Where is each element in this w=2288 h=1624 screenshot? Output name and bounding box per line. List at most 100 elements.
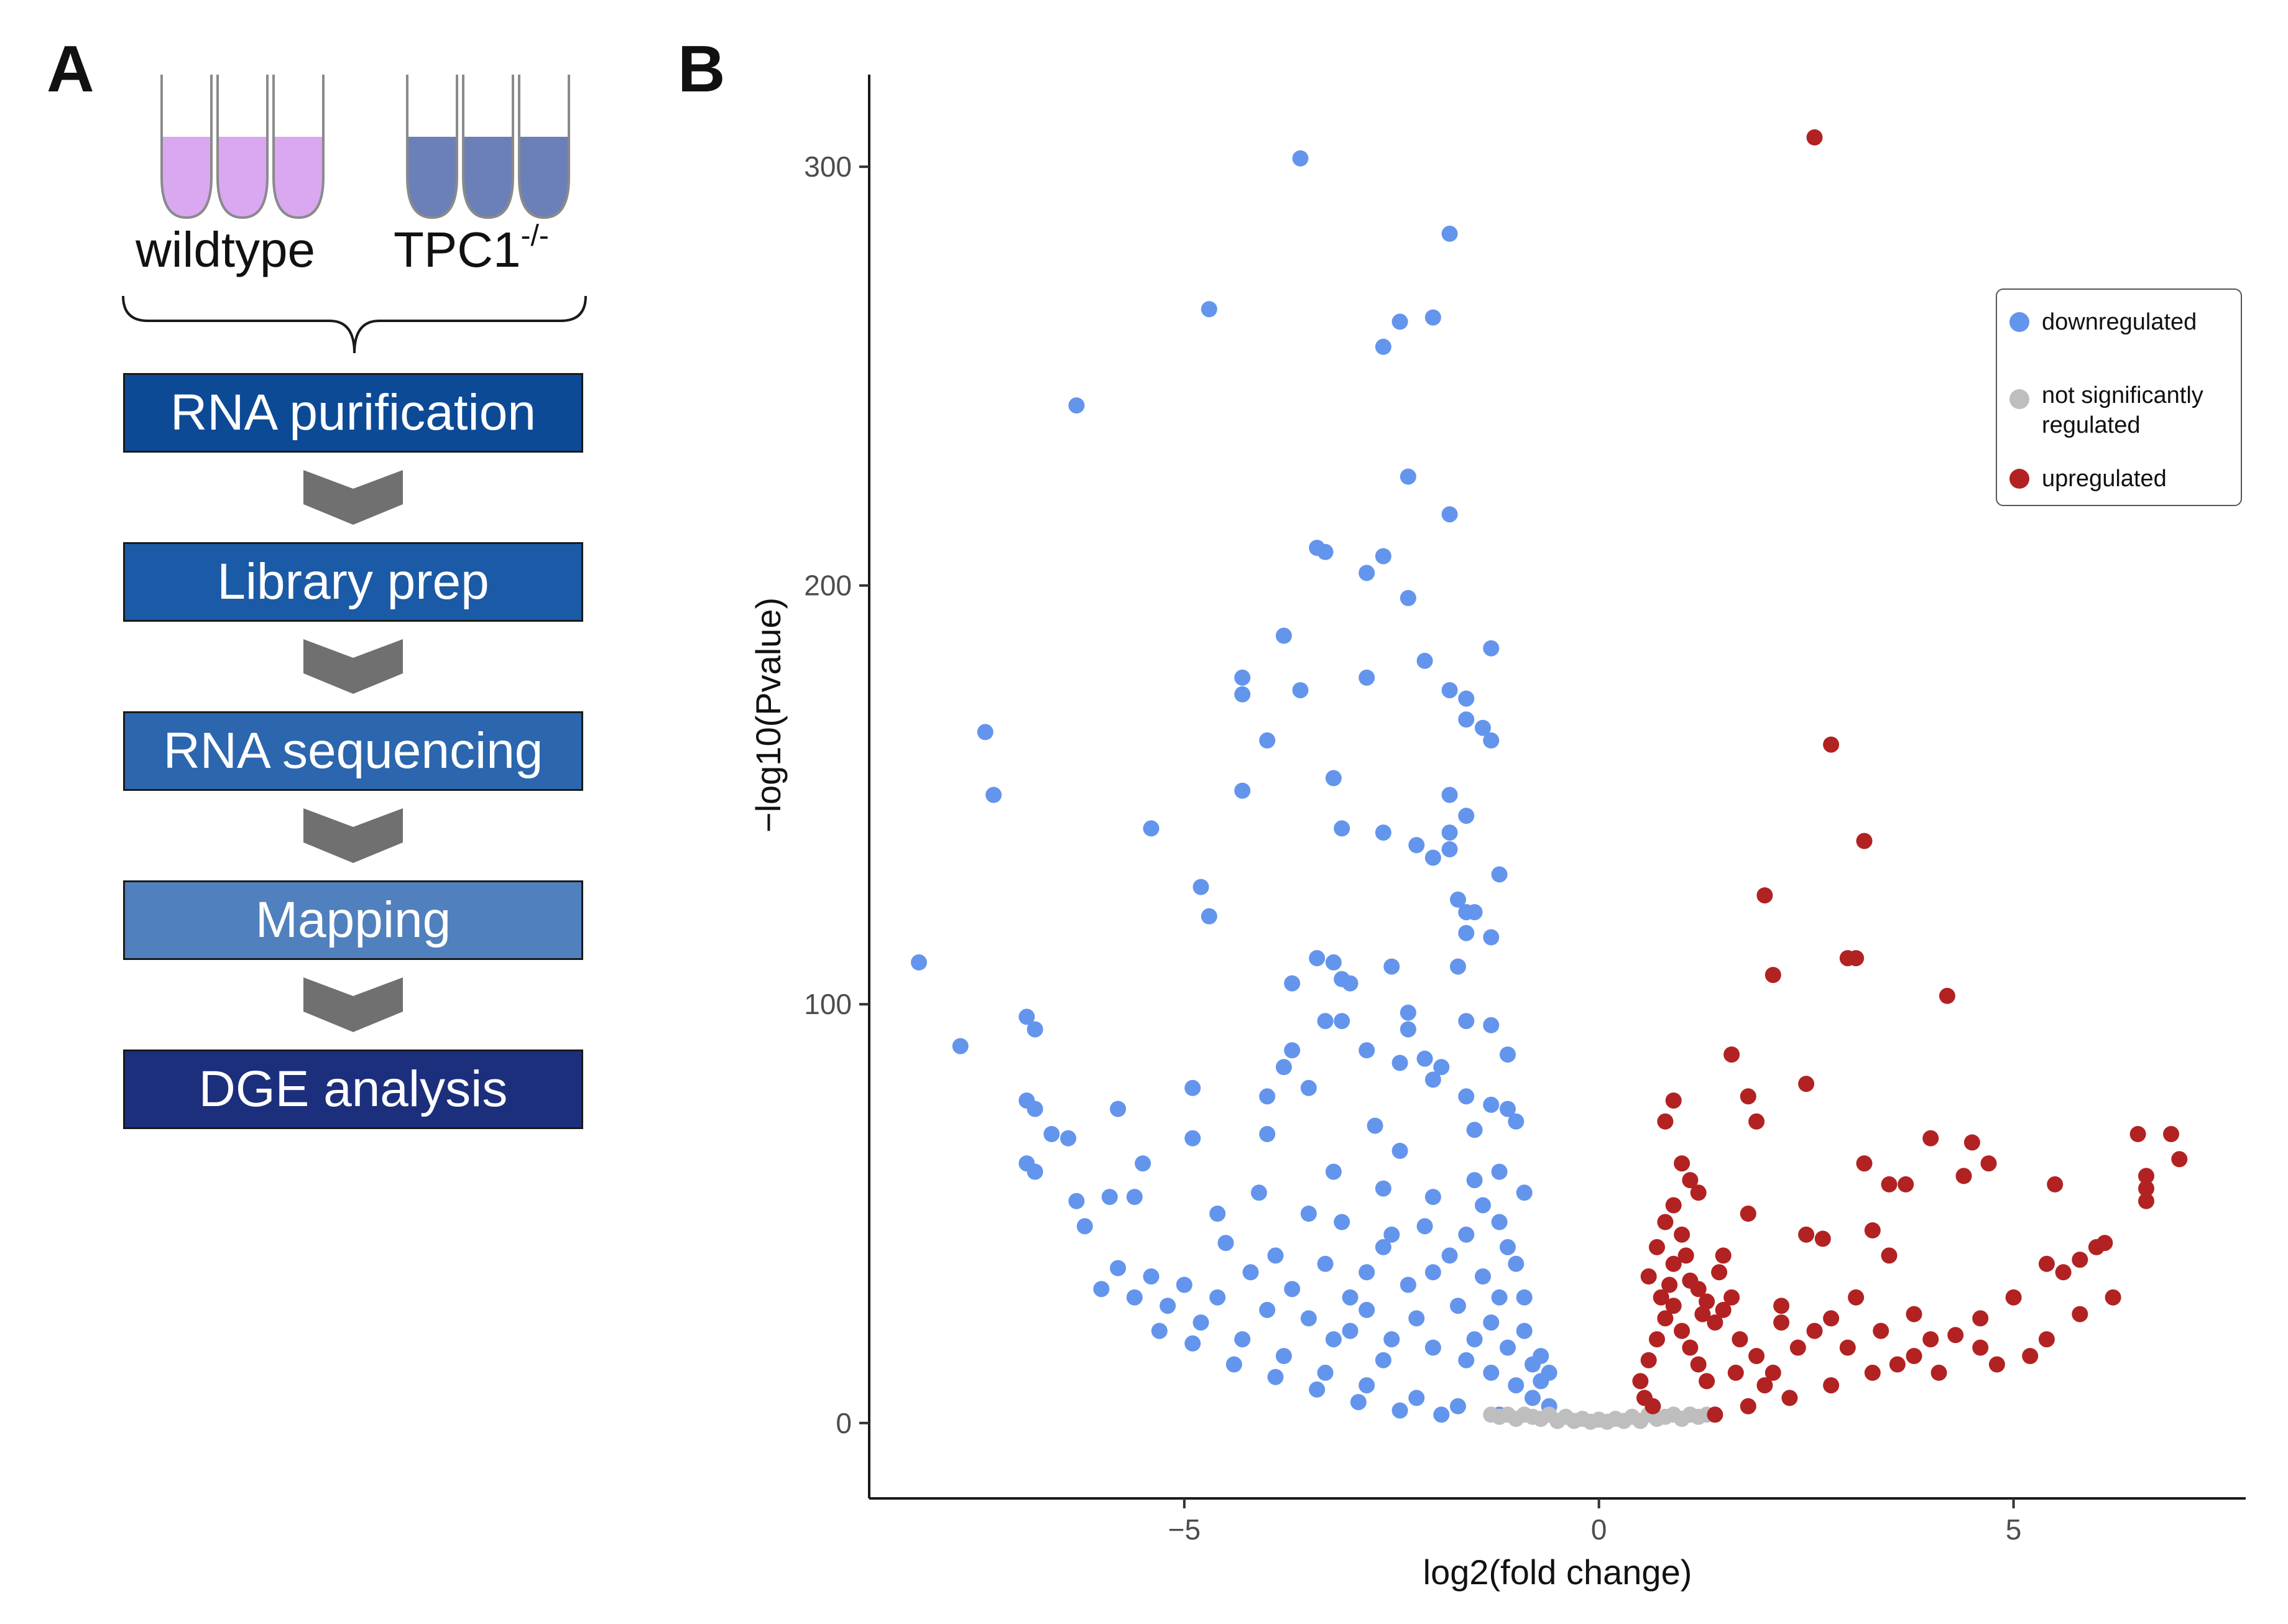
knockout-label-superscript: -/- bbox=[520, 219, 549, 252]
data-point bbox=[1848, 950, 1865, 967]
data-point bbox=[1076, 1218, 1093, 1235]
data-point bbox=[1922, 1130, 1939, 1146]
data-point bbox=[1491, 1289, 1508, 1306]
data-point bbox=[1500, 1239, 1516, 1255]
data-point bbox=[2055, 1264, 2072, 1281]
data-point bbox=[1375, 1239, 1391, 1255]
sample-tubes-illustration bbox=[160, 75, 570, 219]
data-point bbox=[1665, 1197, 1682, 1214]
data-point bbox=[1823, 736, 1840, 753]
data-point bbox=[1292, 682, 1309, 699]
data-point bbox=[1250, 1184, 1267, 1201]
data-point bbox=[1408, 1310, 1425, 1327]
data-point bbox=[1068, 397, 1085, 414]
data-point bbox=[1640, 1268, 1657, 1285]
data-point bbox=[1657, 1113, 1674, 1130]
data-point bbox=[1383, 958, 1400, 975]
data-point bbox=[1458, 1088, 1475, 1105]
data-point bbox=[1408, 1390, 1425, 1406]
data-point bbox=[1500, 1100, 1516, 1117]
knockout-tube-3-outline bbox=[518, 75, 570, 219]
series-not-significantly-regulated bbox=[1483, 1406, 1715, 1430]
data-point bbox=[1898, 1176, 1914, 1193]
data-point bbox=[1458, 690, 1475, 707]
data-point bbox=[1525, 1390, 1541, 1406]
data-point bbox=[2022, 1348, 2039, 1364]
data-point bbox=[1665, 1298, 1682, 1314]
data-point bbox=[1694, 1306, 1711, 1322]
panel-b-letter: B bbox=[678, 32, 726, 106]
data-point bbox=[1806, 129, 1823, 145]
data-point bbox=[1764, 967, 1781, 984]
data-point bbox=[1433, 1406, 1450, 1423]
data-point bbox=[1334, 1214, 1350, 1230]
data-point bbox=[1424, 1071, 1441, 1088]
data-point bbox=[1143, 1268, 1160, 1285]
data-point bbox=[1764, 1364, 1781, 1381]
data-point bbox=[1334, 820, 1350, 837]
data-point bbox=[1483, 929, 1500, 946]
data-point bbox=[1814, 1230, 1831, 1247]
data-point bbox=[1334, 1013, 1350, 1030]
data-point bbox=[1367, 1117, 1383, 1134]
data-point bbox=[1657, 1214, 1674, 1230]
data-point bbox=[1325, 770, 1342, 787]
data-point bbox=[1483, 1017, 1500, 1033]
y-tick-label: 300 bbox=[804, 150, 852, 183]
data-point bbox=[1690, 1184, 1707, 1201]
chevron-down-icon bbox=[303, 639, 403, 694]
data-point bbox=[1466, 1172, 1483, 1189]
data-point bbox=[1677, 1247, 1694, 1264]
data-point bbox=[1424, 1189, 1441, 1206]
data-point bbox=[1980, 1155, 1997, 1172]
data-point bbox=[1383, 1331, 1400, 1348]
data-point bbox=[1400, 1004, 1416, 1021]
data-point bbox=[1533, 1348, 1549, 1364]
data-point bbox=[1026, 1021, 1043, 1038]
data-point bbox=[1711, 1264, 1728, 1281]
data-point bbox=[1657, 1310, 1674, 1327]
data-point bbox=[2005, 1289, 2022, 1306]
knockout-tube-2-fill bbox=[463, 137, 513, 218]
data-point bbox=[1143, 820, 1160, 837]
data-point bbox=[1781, 1390, 1798, 1406]
data-point bbox=[1284, 1042, 1301, 1059]
data-point bbox=[1441, 841, 1458, 857]
data-point bbox=[1110, 1260, 1127, 1276]
data-point bbox=[1358, 565, 1375, 581]
data-point bbox=[1955, 1168, 1972, 1184]
series-upregulated bbox=[1632, 129, 2188, 1423]
data-point bbox=[1715, 1247, 1732, 1264]
data-point bbox=[1093, 1281, 1110, 1298]
data-point bbox=[1732, 1331, 1748, 1348]
data-point bbox=[1756, 1377, 1773, 1394]
data-point bbox=[1201, 908, 1217, 925]
knockout-tube-3-fill bbox=[519, 137, 569, 218]
data-point bbox=[1500, 1046, 1516, 1063]
legend-marker-downregulated bbox=[2009, 312, 2029, 332]
wildtype-tube-2-outline bbox=[216, 75, 269, 219]
data-point bbox=[1972, 1339, 1989, 1356]
x-tick-label: 5 bbox=[2006, 1513, 2022, 1546]
y-axis-title: −log10(Pvalue) bbox=[749, 597, 788, 833]
data-point bbox=[1184, 1079, 1201, 1096]
data-point bbox=[1309, 540, 1326, 556]
data-point bbox=[1458, 711, 1475, 728]
knockout-tubes bbox=[406, 75, 570, 219]
data-point bbox=[1068, 1193, 1085, 1209]
data-point bbox=[1309, 1381, 1326, 1398]
data-point bbox=[1491, 1163, 1508, 1180]
data-point bbox=[1400, 1021, 1416, 1038]
data-point bbox=[1217, 1235, 1234, 1252]
legend-marker-upregulated bbox=[2009, 469, 2029, 489]
data-point bbox=[1242, 1264, 1259, 1281]
data-point bbox=[1160, 1298, 1176, 1314]
grouping-brace bbox=[122, 295, 587, 354]
data-point bbox=[1267, 1247, 1284, 1264]
data-point bbox=[1963, 1134, 1980, 1151]
data-point bbox=[1483, 1364, 1500, 1381]
data-point bbox=[1690, 1356, 1707, 1373]
data-point bbox=[1508, 1113, 1525, 1130]
